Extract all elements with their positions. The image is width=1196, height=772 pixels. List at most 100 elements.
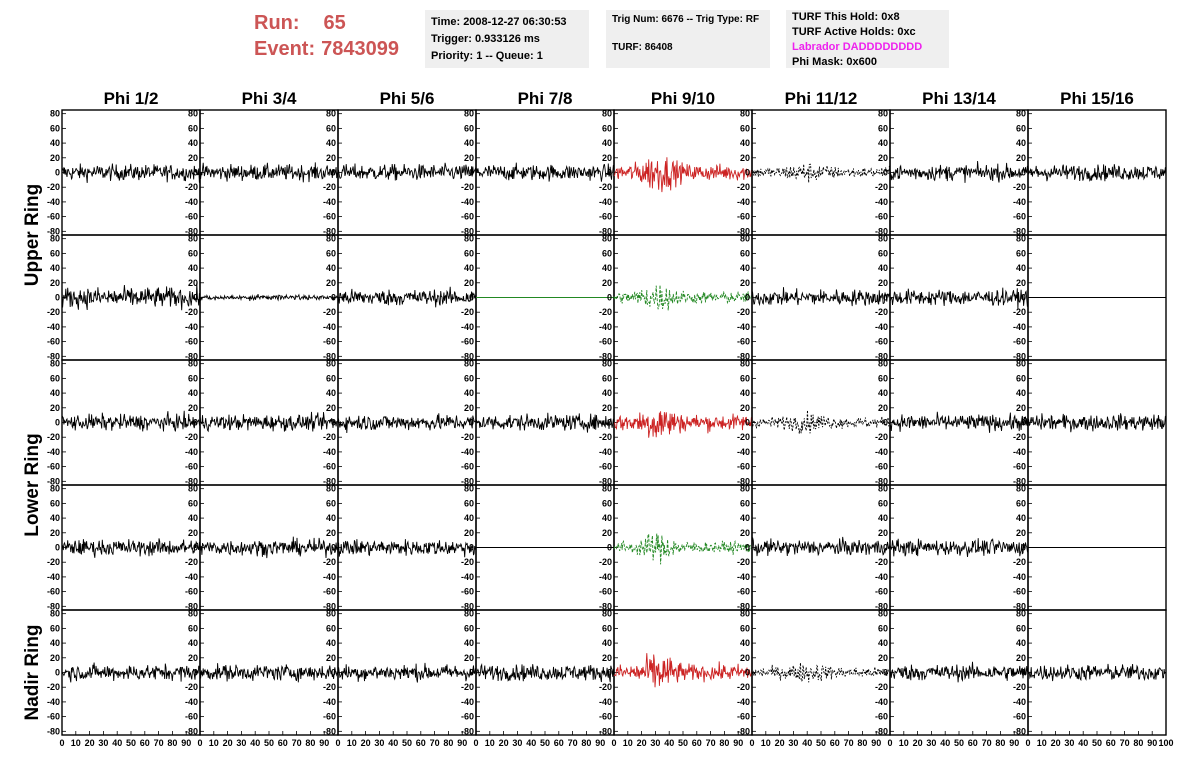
x-tick-label: 60 [416, 738, 426, 748]
y-tick-label: 60 [740, 373, 750, 383]
y-tick-label: 0 [55, 418, 60, 428]
x-tick-label: 80 [995, 738, 1005, 748]
x-tick-label: 60 [830, 738, 840, 748]
y-tick-label: -80 [737, 476, 750, 486]
y-tick-label: -80 [323, 726, 336, 736]
x-tick-label: 30 [650, 738, 660, 748]
x-tick-label: 30 [788, 738, 798, 748]
x-tick-label: 0 [887, 738, 892, 748]
y-tick-label: -40 [47, 197, 60, 207]
run-value: 65 [323, 12, 346, 34]
waveform-panel: 80 60 40 20 0 -20 -40 -60 -80 [185, 484, 339, 611]
y-tick-label: 0 [1021, 293, 1026, 303]
y-tick-label: 40 [602, 513, 612, 523]
y-tick-label: 0 [193, 418, 198, 428]
y-tick-label: 60 [326, 498, 336, 508]
y-tick-label: 40 [50, 388, 60, 398]
waveform-trace [613, 532, 753, 565]
y-tick-label: 40 [878, 138, 888, 148]
x-tick-label: 60 [278, 738, 288, 748]
y-tick-label: 0 [745, 543, 750, 553]
x-tick-label: 30 [374, 738, 384, 748]
x-tick-label: 10 [623, 738, 633, 748]
x-tick-label: 80 [857, 738, 867, 748]
y-tick-label: -40 [47, 572, 60, 582]
x-tick-label: 80 [1133, 738, 1143, 748]
x-tick-label: 60 [140, 738, 150, 748]
y-tick-label: 60 [464, 248, 474, 258]
y-tick-label: 0 [883, 293, 888, 303]
y-tick-label: 40 [1016, 388, 1026, 398]
y-tick-label: -40 [599, 697, 612, 707]
waveform-trace [751, 163, 891, 183]
y-tick-label: -40 [323, 322, 336, 332]
y-tick-label: -80 [461, 726, 474, 736]
y-tick-label: -60 [323, 712, 336, 722]
y-tick-label: -20 [185, 682, 198, 692]
waveform-trace [751, 536, 891, 557]
y-tick-label: 80 [464, 609, 474, 619]
y-tick-label: 0 [469, 543, 474, 553]
y-tick-label: -60 [875, 462, 888, 472]
y-tick-label: -80 [323, 601, 336, 611]
y-tick-label: 40 [188, 638, 198, 648]
y-tick-label: -80 [185, 601, 198, 611]
waveform-panel: 80 60 40 20 0 -20 -40 -60 -80 [737, 109, 891, 236]
y-tick-label: 80 [878, 359, 888, 369]
y-tick-label: -40 [461, 572, 474, 582]
x-tick-label: 50 [1092, 738, 1102, 748]
waveform-trace [475, 162, 615, 182]
y-tick-label: 60 [188, 123, 198, 133]
y-tick-label: -80 [185, 726, 198, 736]
y-tick-label: 60 [1016, 248, 1026, 258]
ring-label: Nadir Ring [22, 624, 43, 720]
y-tick-label: -60 [875, 712, 888, 722]
y-tick-label: 40 [326, 388, 336, 398]
y-tick-label: 40 [50, 138, 60, 148]
y-tick-label: 60 [1016, 373, 1026, 383]
waveform-trace [889, 411, 1029, 433]
waveform-trace [337, 162, 477, 181]
waveform-panel: 80 60 40 20 0 -20 -40 -60 -80 [875, 609, 1029, 736]
y-tick-label: -20 [47, 557, 60, 567]
y-tick-label: 60 [602, 123, 612, 133]
waveform-trace [337, 286, 477, 308]
y-tick-label: 20 [464, 653, 474, 663]
y-tick-label: -40 [323, 572, 336, 582]
ring-label: Upper Ring [22, 184, 43, 286]
waveform-trace [613, 284, 753, 311]
waveform-trace [199, 162, 339, 183]
column-title: Phi 3/4 [242, 89, 297, 108]
y-tick-label: -60 [47, 337, 60, 347]
y-tick-label: -60 [461, 587, 474, 597]
y-tick-label: -60 [47, 462, 60, 472]
waveform-panel: 80 60 40 20 0 -20 -40 -60 -80 [875, 234, 1029, 361]
y-tick-label: -40 [461, 322, 474, 332]
y-tick-label: -40 [875, 697, 888, 707]
y-tick-label: 20 [188, 153, 198, 163]
y-tick-label: 60 [188, 373, 198, 383]
y-tick-label: -40 [737, 572, 750, 582]
waveform-trace [1027, 663, 1167, 682]
y-tick-label: 80 [326, 609, 336, 619]
y-tick-label: -40 [599, 447, 612, 457]
event-header: Run: 65 Event: 7843099 Time: 2008-12-27 06… [0, 0, 1196, 80]
y-tick-label: -80 [461, 351, 474, 361]
y-tick-label: -60 [185, 712, 198, 722]
x-tick-label: 40 [388, 738, 398, 748]
y-tick-label: -60 [323, 462, 336, 472]
waveform-trace [1027, 413, 1167, 433]
y-tick-label: 0 [469, 418, 474, 428]
waveform-panel: 80 60 40 20 0 -20 -40 -60 -80 [1013, 484, 1167, 611]
y-tick-label: 80 [1016, 609, 1026, 619]
y-tick-label: -80 [47, 351, 60, 361]
x-tick-label: 70 [844, 738, 854, 748]
y-tick-label: 0 [1021, 418, 1026, 428]
waveform-trace [337, 413, 477, 434]
y-tick-label: 80 [878, 234, 888, 244]
y-tick-label: -80 [875, 601, 888, 611]
y-tick-label: 80 [464, 484, 474, 494]
time-text: Time: 2008-12-27 06:30:53 [431, 16, 567, 28]
y-tick-label: -40 [47, 322, 60, 332]
waveform-panel: 80 60 40 20 0 -20 -40 -60 -80 [47, 609, 201, 736]
